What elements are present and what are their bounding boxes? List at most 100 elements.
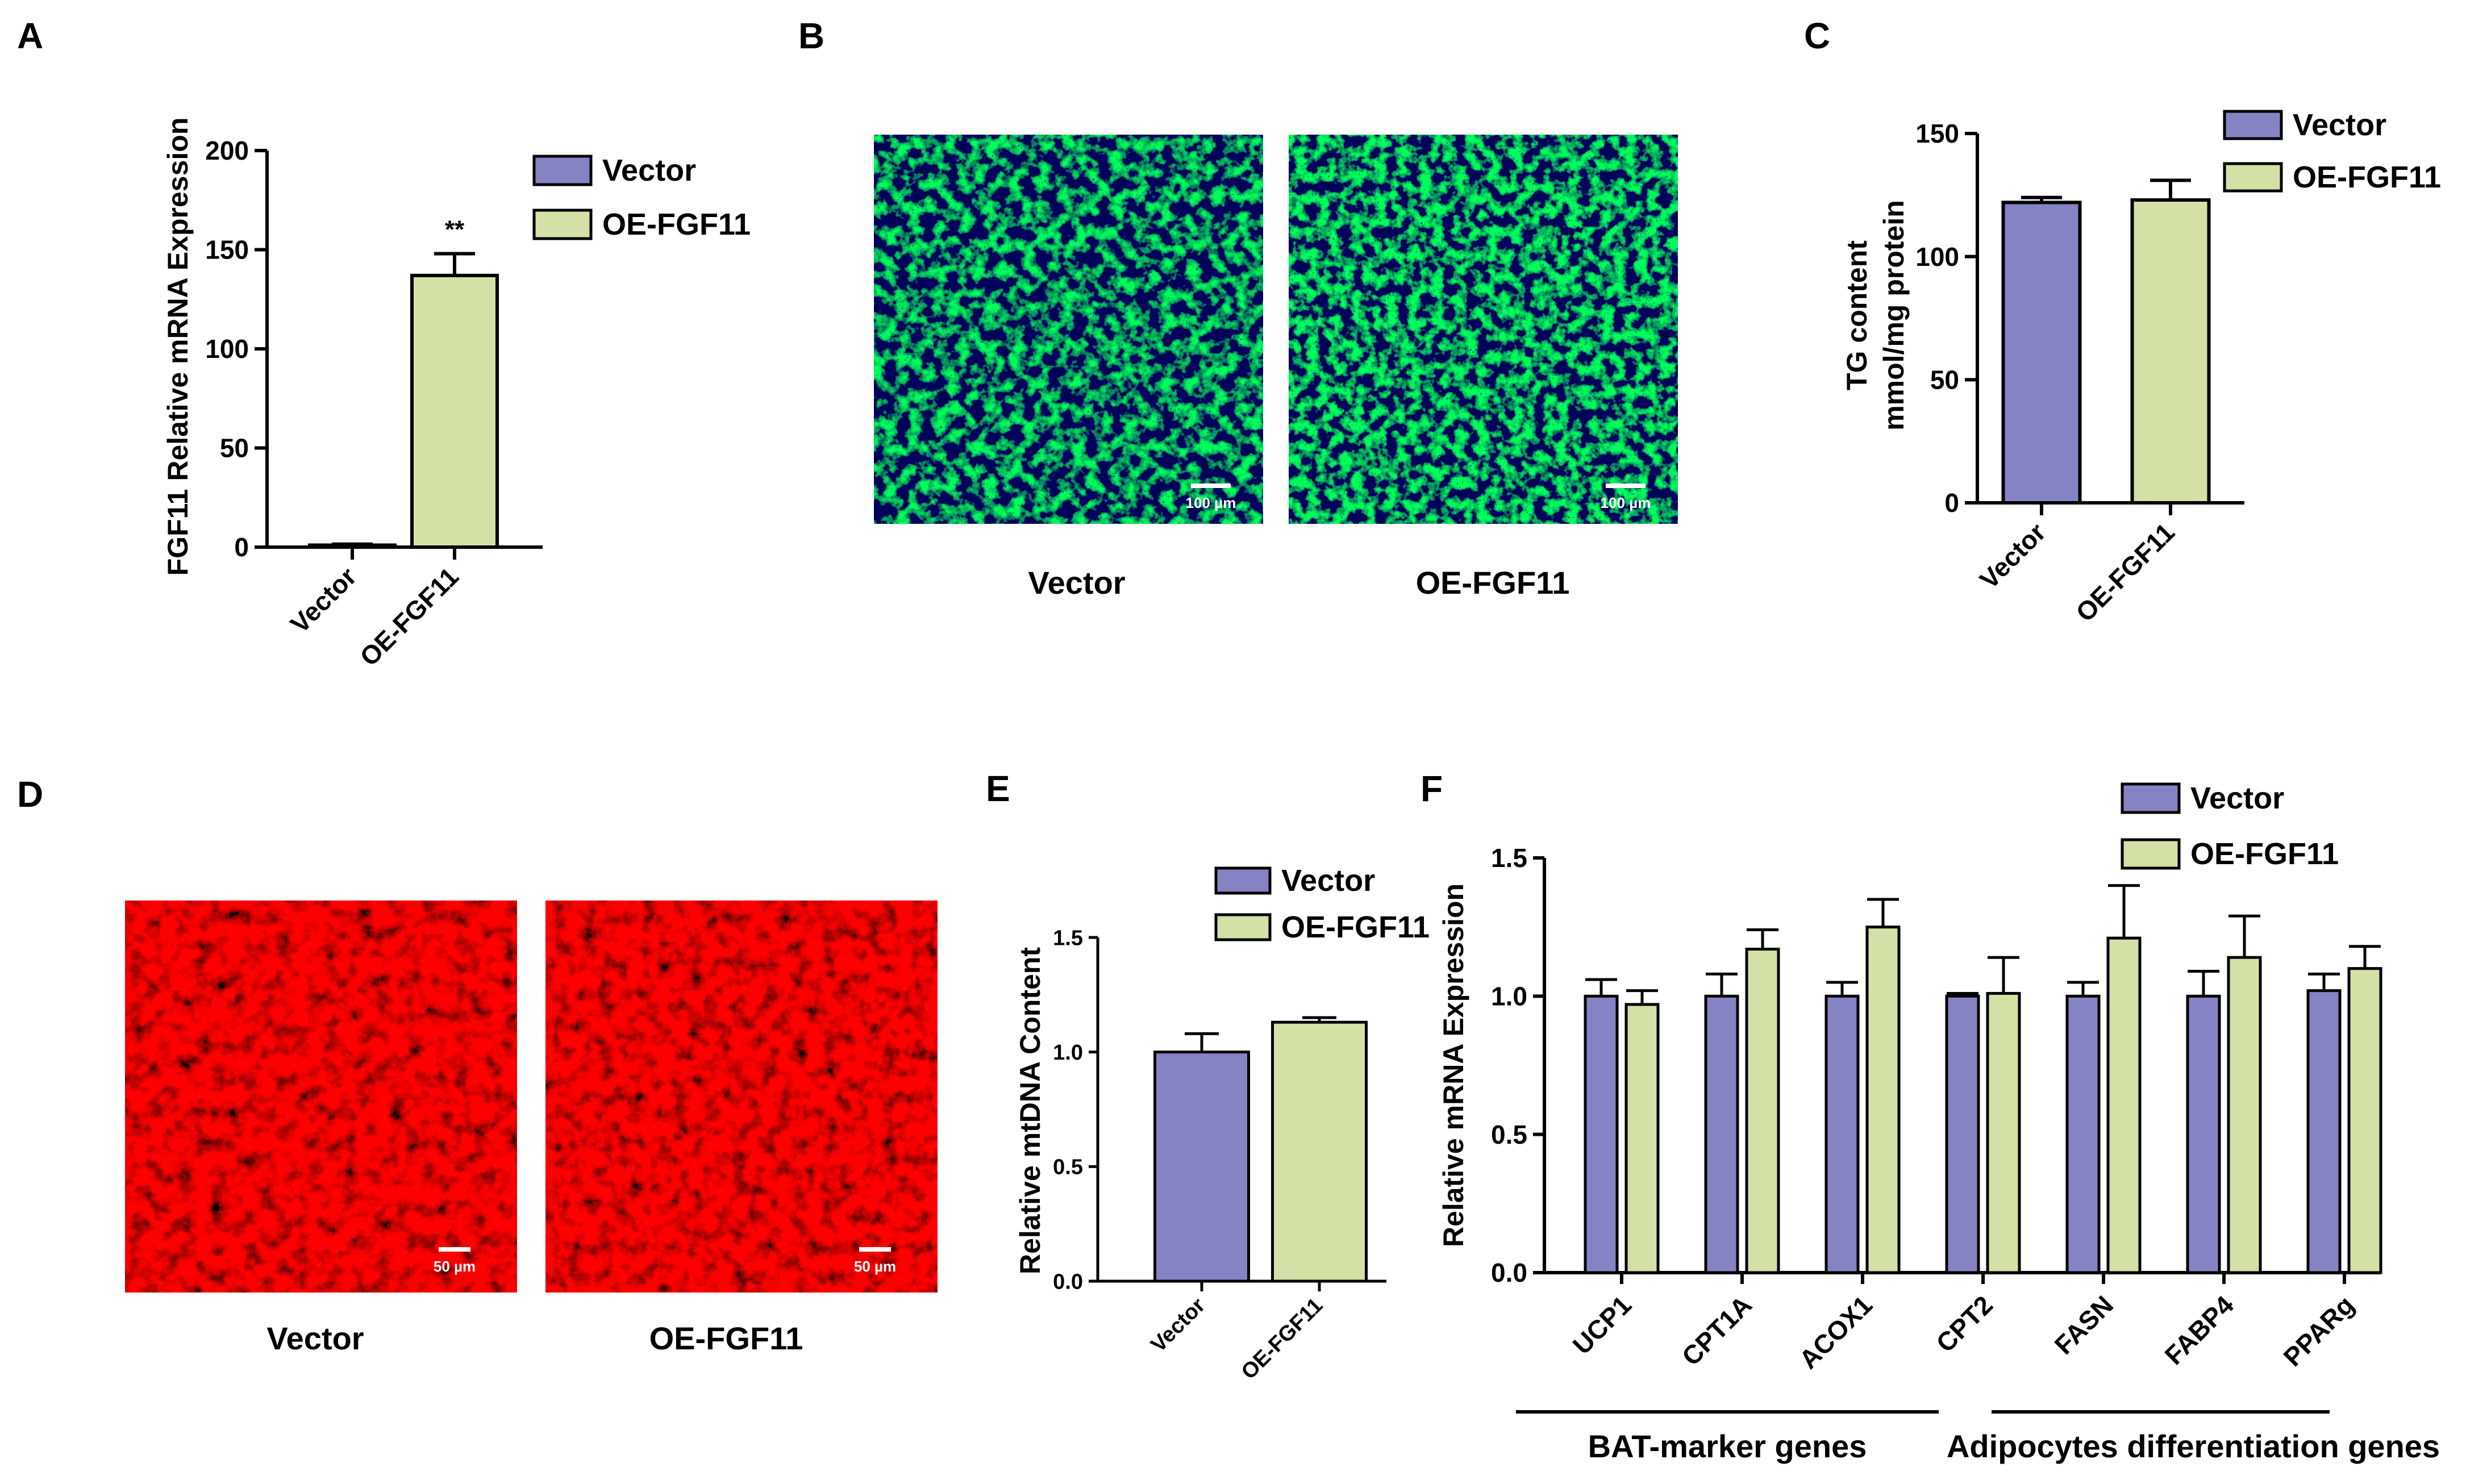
c-ytick-label-3: 150 [1915, 119, 1959, 148]
a-ytick-label-1: 50 [220, 433, 249, 463]
scale-label-b-vector: 100 µm [1186, 494, 1236, 511]
f-legend-swatch-0 [2121, 782, 2181, 814]
panel-letter-c: C [1804, 15, 1830, 56]
e-legend-label-0: Vector [1281, 864, 1375, 898]
a-ytick-label-0: 0 [234, 532, 249, 562]
a-ytick-label-3: 150 [205, 235, 249, 265]
c-ytick-label-2: 100 [1915, 242, 1959, 272]
panel-letter-b: B [798, 15, 824, 56]
c-legend-label-0: Vector [2293, 108, 2386, 142]
e-legend-swatch-1 [1214, 913, 1272, 941]
f-bar-oe-fasn [2106, 936, 2142, 1274]
f-xtick-label-acox1: ACOX1 [1793, 1290, 1878, 1374]
c-xtick-label-0: Vector [1974, 517, 2051, 594]
scale-label-d-vector: 50 µm [434, 1258, 476, 1275]
a-legend-label-1: OE-FGF11 [602, 207, 751, 241]
f-xtick-label-ucp1: UCP1 [1567, 1290, 1638, 1360]
f-legend-label-1: OE-FGF11 [2190, 837, 2339, 871]
scale-bar-b-oe [1606, 483, 1646, 488]
f-bar-vector-fasn [2065, 994, 2101, 1274]
chart-e: 0.0 0.5 1.0 1.5 Vector OE-FGF11 Relative mtDNA… [1014, 864, 1430, 1384]
c-legend-swatch-0 [2223, 110, 2283, 140]
e-bar-0 [1153, 1051, 1250, 1283]
panel-letter-f: F [1421, 768, 1443, 809]
caption-b-vector: Vector [1028, 565, 1125, 601]
f-legend-swatch-1 [2121, 838, 2181, 870]
f-bar-vector-fabp4 [2186, 994, 2221, 1274]
scale-label-b-oe: 100 µm [1601, 494, 1651, 511]
micrograph-d-vector: 50 µm [125, 901, 517, 1293]
scale-bar-d-vector [439, 1247, 470, 1252]
e-bar-1 [1271, 1020, 1368, 1283]
f-xtick-label-cpt2: CPT2 [1930, 1290, 1998, 1358]
f-group-label-1: Adipocytes differentiation genes [1947, 1428, 2440, 1464]
a-ytick-label-4: 200 [205, 136, 249, 165]
micrograph-b-oe: 100 µm [1289, 135, 1678, 524]
f-bar-vector-cpt1a [1704, 994, 1739, 1274]
a-bar-1 [410, 273, 499, 549]
a-xtick-label-0: Vector [285, 561, 362, 639]
f-xtick-label-fasn: FASN [2049, 1290, 2119, 1360]
a-ytick-label-2: 100 [205, 334, 249, 364]
f-ylabel: Relative mRNA Expression [1438, 883, 1469, 1247]
f-ytick-label-1: 0.5 [1491, 1120, 1527, 1149]
f-xtick-label-fabp4: FABP4 [2159, 1290, 2239, 1370]
f-bar-oe-acox1 [1865, 926, 1901, 1274]
e-ytick-label-0: 0.0 [1053, 1270, 1083, 1294]
f-bar-vector-cpt2 [1945, 994, 1980, 1274]
e-ytick-label-1: 0.5 [1053, 1156, 1083, 1179]
caption-b-oe: OE-FGF11 [1416, 565, 1570, 601]
e-xtick-label-0: Vector [1147, 1294, 1210, 1357]
f-ytick-label-2: 1.0 [1491, 981, 1527, 1011]
caption-d-oe: OE-FGF11 [649, 1320, 803, 1356]
c-xtick-label-1: OE-FGF11 [2070, 517, 2180, 627]
f-ytick-label-0: 0.0 [1491, 1258, 1527, 1287]
panel-letter-e: E [986, 768, 1010, 809]
e-ytick-label-2: 1.0 [1053, 1041, 1083, 1065]
f-bar-oe-pparg [2347, 967, 2382, 1274]
e-ylabel: Relative mtDNA Content [1014, 947, 1046, 1274]
scale-label-d-oe: 50 µm [854, 1258, 896, 1275]
f-bar-vector-pparg [2306, 989, 2342, 1274]
f-group-label-0: BAT-marker genes [1588, 1428, 1867, 1464]
a-legend-swatch-0 [532, 155, 593, 186]
c-ytick-label-1: 50 [1930, 365, 1959, 394]
f-ytick-label-3: 1.5 [1491, 843, 1527, 873]
caption-d-vector: Vector [266, 1320, 364, 1356]
micrograph-d-oe: 50 µm [545, 901, 938, 1293]
f-xtick-label-cpt1a: CPT1A [1676, 1290, 1757, 1371]
a-ylabel: FGF11 Relative mRNA Expression [162, 118, 194, 576]
e-legend-swatch-0 [1214, 866, 1272, 895]
f-bar-oe-cpt1a [1745, 948, 1780, 1274]
f-bar-vector-ucp1 [1584, 994, 1619, 1274]
panel-letter-a: A [17, 15, 43, 56]
c-bar-0 [2001, 201, 2082, 505]
e-xtick-label-1: OE-FGF11 [1237, 1294, 1328, 1385]
c-ylabel-line1: TG content [1841, 240, 1873, 390]
a-xtick-label-1: OE-FGF11 [354, 561, 464, 672]
c-legend-label-1: OE-FGF11 [2293, 160, 2441, 194]
f-bar-vector-acox1 [1824, 994, 1860, 1274]
micrograph-b-vector: 100 µm [874, 135, 1263, 524]
e-ytick-label-3: 1.5 [1053, 926, 1083, 950]
f-bar-oe-cpt2 [1986, 991, 2021, 1274]
a-significance: ** [445, 215, 465, 243]
f-xtick-label-pparg: PPARg [2277, 1290, 2360, 1372]
c-ylabel-line2: mmol/mg protein [1878, 200, 1910, 431]
scale-bar-b-vector [1191, 483, 1231, 488]
chart-f: 0.0 0.5 1.0 1.5 UCP1 CPT1A ACOX1 CPT2 FASN FABP4 P… [1438, 781, 2440, 1464]
scale-bar-d-oe [859, 1247, 891, 1252]
c-legend-swatch-1 [2223, 162, 2283, 193]
c-ytick-label-0: 0 [1944, 488, 1959, 518]
f-bar-oe-fabp4 [2227, 956, 2262, 1274]
a-legend-label-0: Vector [602, 153, 696, 187]
panel-letter-d: D [17, 774, 43, 815]
c-bar-1 [2130, 198, 2211, 505]
e-legend-label-1: OE-FGF11 [1281, 910, 1430, 944]
f-legend-label-0: Vector [2190, 781, 2284, 815]
a-legend-swatch-1 [532, 209, 593, 240]
f-bar-oe-ucp1 [1624, 1003, 1660, 1274]
